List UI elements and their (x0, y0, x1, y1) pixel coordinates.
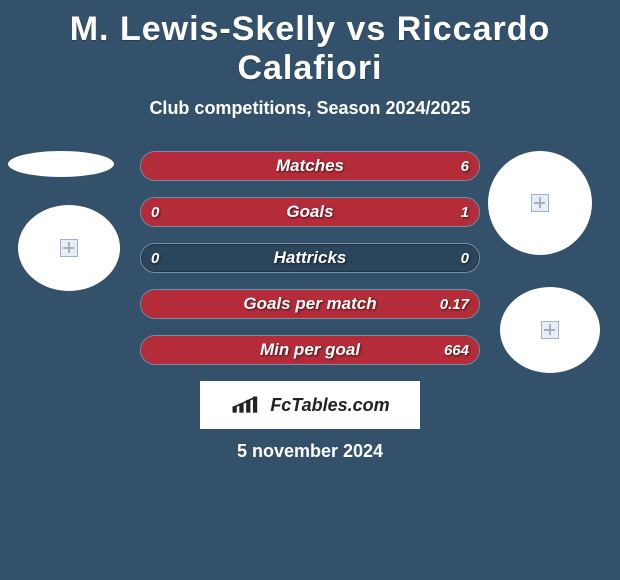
footer-date: 5 november 2024 (0, 441, 620, 462)
player-avatar-left (18, 205, 120, 291)
bars-icon (230, 394, 264, 416)
image-placeholder-icon (60, 239, 78, 257)
stat-value-right: 664 (444, 336, 469, 364)
brand-badge: FcTables.com (200, 381, 420, 429)
stat-label: Min per goal (141, 336, 479, 364)
stat-value-right: 6 (461, 152, 469, 180)
stat-value-right: 0 (461, 244, 469, 272)
player-avatar-top-right (488, 151, 592, 255)
page-subtitle: Club competitions, Season 2024/2025 (0, 98, 620, 119)
stat-label: Hattricks (141, 244, 479, 272)
image-placeholder-icon (541, 321, 559, 339)
stat-label: Matches (141, 152, 479, 180)
stat-row: Min per goal664 (140, 335, 480, 365)
image-placeholder-icon (531, 194, 549, 212)
stat-value-right: 1 (461, 198, 469, 226)
stat-label: Goals (141, 198, 479, 226)
stat-row: 0Goals1 (140, 197, 480, 227)
stat-row: Goals per match0.17 (140, 289, 480, 319)
page-title: M. Lewis-Skelly vs Riccardo Calafiori (0, 0, 620, 88)
comparison-stage: Matches60Goals10Hattricks0Goals per matc… (0, 129, 620, 559)
stat-row: Matches6 (140, 151, 480, 181)
stat-row: 0Hattricks0 (140, 243, 480, 273)
left-ellipse-shape (8, 151, 114, 177)
stat-rows: Matches60Goals10Hattricks0Goals per matc… (140, 151, 480, 381)
stat-label: Goals per match (141, 290, 479, 318)
player-avatar-bottom-right (500, 287, 600, 373)
brand-text: FcTables.com (270, 395, 389, 416)
stat-value-right: 0.17 (440, 290, 469, 318)
